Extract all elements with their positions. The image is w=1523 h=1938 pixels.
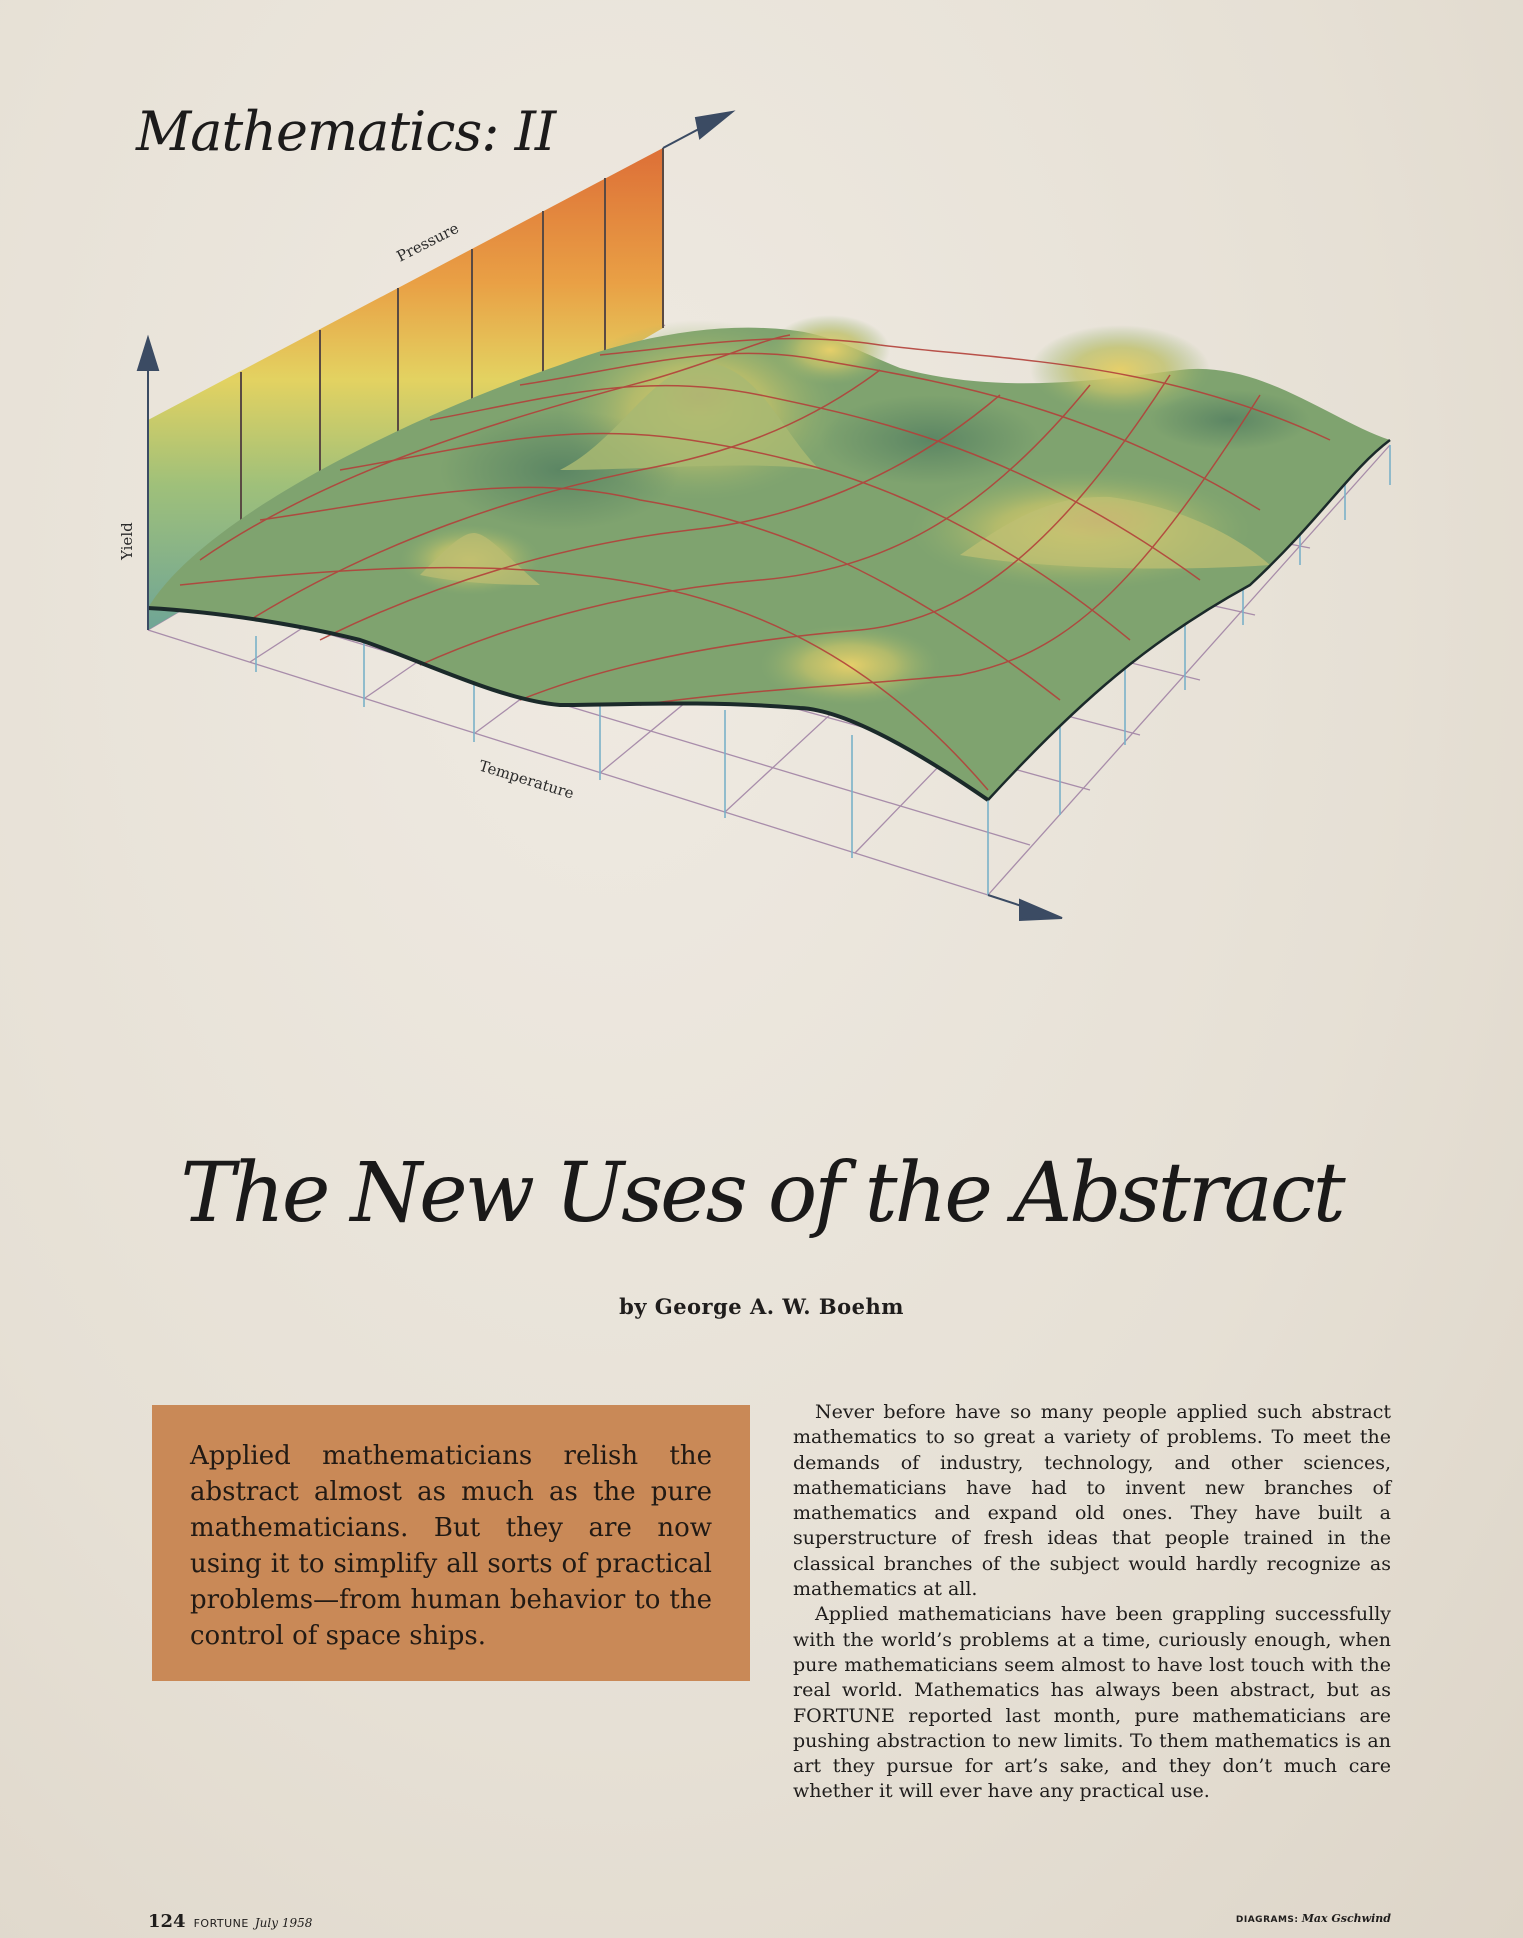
axis-label-pressure: Pressure [394, 219, 462, 266]
issue-date: July 1958 [254, 1916, 313, 1930]
section-title: Mathematics: II [136, 100, 556, 163]
body-column: Never before have so many people applied… [793, 1400, 1391, 1805]
axis-arrows [136, 110, 1063, 922]
axis-label-temperature: Temperature [477, 757, 576, 803]
diagram-credit: DIAGRAMS: Max Gschwind [1236, 1912, 1391, 1925]
credit-label: DIAGRAMS: [1235, 1915, 1299, 1925]
body-paragraph: Never before have so many people applied… [793, 1401, 1391, 1601]
credit-name: Max Gschwind [1301, 1912, 1391, 1925]
central-peak [560, 362, 820, 470]
axis-label-yield: Yield [118, 522, 136, 561]
magazine-name: FORTUNE [193, 1917, 249, 1930]
pull-quote-text: Applied mathematicians relish the abstra… [190, 1441, 712, 1651]
surface-front-edge [147, 606, 990, 802]
page-number: 124 [148, 1911, 186, 1932]
folio: 124 FORTUNE July 1958 [148, 1911, 312, 1932]
article-headline: The New Uses of the Abstract [180, 1146, 1345, 1241]
small-hill [420, 532, 540, 585]
right-ridge [960, 496, 1270, 569]
surface-right-edge [987, 439, 1391, 801]
byline: by George A. W. Boehm [619, 1294, 904, 1319]
pull-quote-box: Applied mathematicians relish the abstra… [152, 1405, 750, 1681]
response-surface-diagram: Pressure Yield Temperature [118, 110, 1391, 922]
surface-grid [179, 334, 1331, 791]
body-paragraph: Applied mathematicians have been grappli… [793, 1603, 1391, 1803]
